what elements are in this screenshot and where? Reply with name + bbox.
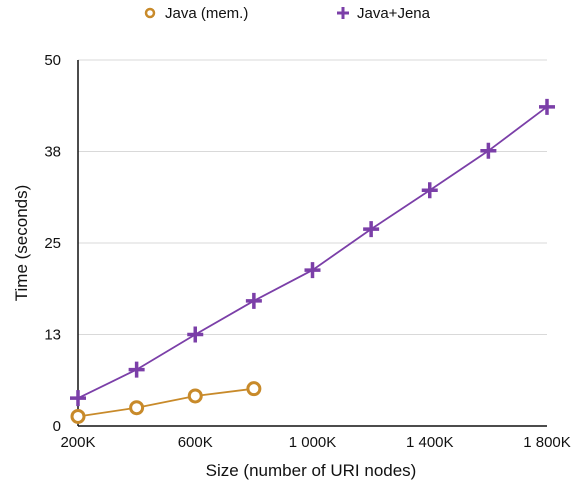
data-point-java-jena <box>246 293 262 309</box>
data-point-java-jena <box>480 143 496 159</box>
legend: Java (mem.) Java+Jena <box>146 5 431 22</box>
x-tick-label: 200K <box>60 434 95 451</box>
data-point-java-mem <box>248 383 260 395</box>
series-layer <box>70 99 555 423</box>
series-line-java-mem <box>78 389 254 417</box>
x-axis-title: Size (number of URI nodes) <box>206 461 417 480</box>
y-tick-label: 0 <box>53 418 61 435</box>
x-axis-ticks: 200K 600K 1 000K 1 400K 1 800K <box>60 434 570 451</box>
data-point-java-jena <box>305 262 321 278</box>
y-axis-ticks: 0 13 25 38 50 <box>44 52 61 435</box>
data-point-java-mem <box>131 402 143 414</box>
data-point-java-mem <box>72 410 84 422</box>
data-point-java-jena <box>539 99 555 115</box>
legend-label-java-jena: Java+Jena <box>357 5 431 22</box>
data-point-java-jena <box>422 182 438 198</box>
data-point-java-jena <box>70 390 86 406</box>
y-axis-title: Time (seconds) <box>12 185 31 302</box>
data-point-java-jena <box>363 221 379 237</box>
x-tick-label: 1 000K <box>289 434 337 451</box>
data-point-java-mem <box>189 390 201 402</box>
x-tick-label: 600K <box>178 434 213 451</box>
series-line-java-jena <box>78 107 547 398</box>
gridlines <box>78 60 547 335</box>
legend-item-java-mem: Java (mem.) <box>146 5 248 22</box>
data-point-java-jena <box>129 362 145 378</box>
x-tick-label: 1 800K <box>523 434 571 451</box>
y-tick-label: 25 <box>44 235 61 252</box>
y-tick-label: 13 <box>44 327 61 344</box>
legend-item-java-jena: Java+Jena <box>337 5 431 22</box>
y-tick-label: 50 <box>44 52 61 69</box>
data-point-java-jena <box>187 327 203 343</box>
y-tick-label: 38 <box>44 144 61 161</box>
x-tick-label: 1 400K <box>406 434 454 451</box>
legend-label-java-mem: Java (mem.) <box>165 5 248 22</box>
legend-marker-java-jena <box>337 7 349 19</box>
legend-marker-java-mem <box>146 9 154 17</box>
